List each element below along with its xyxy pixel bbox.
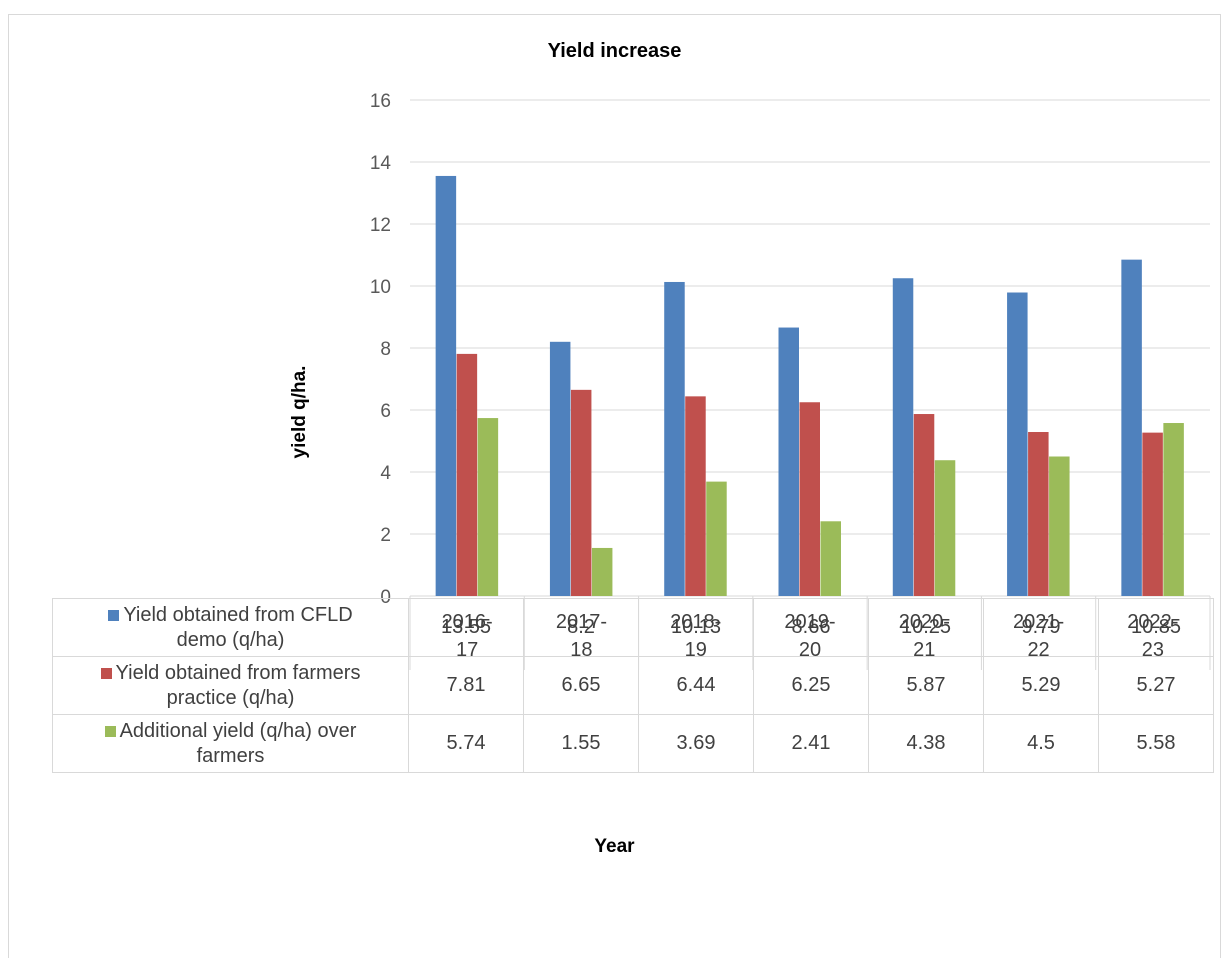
data-label: 5.74: [408, 714, 524, 773]
bar-2020-21-series-3: [934, 460, 956, 596]
chart-frame: [8, 14, 1221, 958]
data-label: 6.25: [753, 656, 869, 715]
bar-2018-19-series-3: [706, 481, 727, 596]
bar-2019-20-series-1: [778, 327, 799, 596]
bar-2017-18-series-3: [591, 547, 613, 596]
data-label: 9.79: [983, 598, 1099, 657]
bar-2016-17-series-3: [477, 418, 499, 596]
bar-2021-22-series-1: [1007, 292, 1028, 596]
legend-entry: Yield obtained from CFLD demo (q/ha): [52, 598, 409, 657]
bar-2020-21-series-2: [913, 414, 935, 596]
y-tick-label: 4: [380, 463, 391, 484]
y-tick-label: 16: [370, 91, 391, 112]
x-axis-label: Year: [594, 836, 635, 857]
bar-2019-20-series-3: [820, 521, 841, 596]
legend-label: practice (q/ha): [166, 686, 295, 709]
data-label: 4.38: [868, 714, 984, 773]
bar-2018-19-series-2: [685, 396, 706, 596]
table-row: Yield obtained from farmers practice (q/h…: [52, 656, 1214, 715]
legend-label: demo (q/ha): [176, 628, 285, 651]
data-label: 3.69: [638, 714, 754, 773]
data-label: 5.58: [1098, 714, 1214, 773]
legend-label: Yield obtained from farmers: [115, 661, 361, 684]
data-label: 5.27: [1098, 656, 1214, 715]
data-label: 6.65: [523, 656, 639, 715]
bar-2017-18-series-2: [570, 389, 592, 596]
legend-label: Yield obtained from CFLD: [123, 603, 353, 626]
y-tick-label: 14: [370, 153, 392, 174]
table-row: Yield obtained from CFLD demo (q/ha) 13.55…: [52, 598, 1214, 657]
bar-2020-21-series-1: [892, 278, 914, 596]
bar-2017-18-series-1: [549, 341, 571, 596]
legend-entry: Yield obtained from farmers practice (q/h…: [52, 656, 409, 715]
data-label: 7.81: [408, 656, 524, 715]
bar-2022-23-series-3: [1163, 423, 1184, 596]
data-label: 6.44: [638, 656, 754, 715]
data-label: 2.41: [753, 714, 869, 773]
legend-swatch: [104, 725, 116, 737]
data-label: 10.13: [638, 598, 754, 657]
y-tick-label: 12: [370, 215, 391, 236]
legend-label: Additional yield (q/ha) over: [119, 719, 357, 742]
bar-2016-17-series-2: [456, 353, 478, 596]
data-table: Yield obtained from CFLD demo (q/ha) 13.55…: [52, 598, 1214, 773]
y-tick-label: 2: [380, 525, 391, 546]
bar-2021-22-series-3: [1049, 456, 1070, 596]
legend-entry: Additional yield (q/ha) over farmers: [52, 714, 409, 773]
y-tick-label: 8: [380, 339, 391, 360]
table-row: Additional yield (q/ha) over farmers 5.74 1…: [52, 714, 1214, 773]
bar-2016-17-series-1: [435, 175, 457, 596]
bar-2021-22-series-2: [1028, 432, 1049, 596]
data-label: 4.5: [983, 714, 1099, 773]
bar-2019-20-series-2: [799, 402, 820, 596]
data-label: 8.2: [523, 598, 639, 657]
y-tick-label: 10: [370, 277, 391, 298]
y-tick-label: 0: [380, 587, 391, 608]
data-label: 13.55: [408, 598, 524, 657]
data-label: 5.29: [983, 656, 1099, 715]
legend-label: farmers: [196, 744, 265, 767]
bar-2022-23-series-1: [1121, 259, 1142, 596]
legend-swatch: [108, 609, 120, 621]
data-label: 10.85: [1098, 598, 1214, 657]
chart-title: Yield increase: [547, 40, 682, 62]
legend-swatch: [100, 667, 112, 679]
data-label: 1.55: [523, 714, 639, 773]
y-tick-label: 6: [380, 401, 391, 422]
bar-2022-23-series-2: [1142, 432, 1163, 596]
bar-2018-19-series-1: [664, 281, 685, 596]
data-label: 10.25: [868, 598, 984, 657]
data-label: 5.87: [868, 656, 984, 715]
data-label: 8.66: [753, 598, 869, 657]
